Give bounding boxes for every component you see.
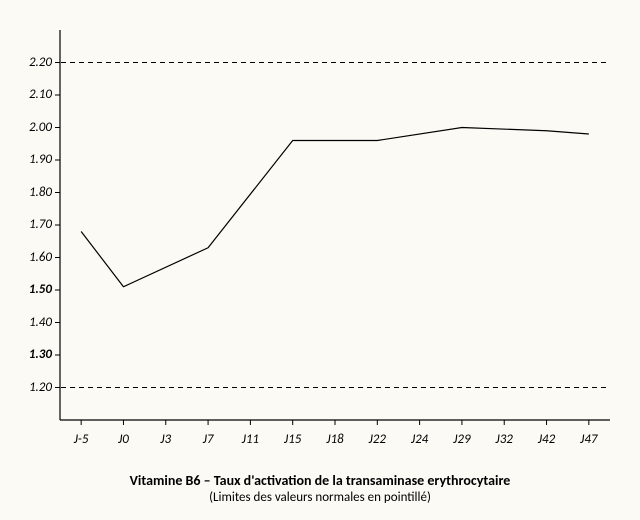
y-tick-label: 2.00 bbox=[12, 120, 52, 135]
y-tick-label: 1.50 bbox=[12, 282, 52, 297]
x-tick-label: J-5 bbox=[66, 432, 96, 447]
y-tick-label: 1.20 bbox=[12, 380, 52, 395]
x-tick-label: J24 bbox=[405, 432, 435, 447]
x-tick-label: J18 bbox=[320, 432, 350, 447]
y-tick-label: 2.10 bbox=[12, 87, 52, 102]
y-tick-label: 1.60 bbox=[12, 250, 52, 265]
y-tick-label: 1.40 bbox=[12, 315, 52, 330]
x-tick-label: J11 bbox=[235, 432, 265, 447]
chart-title: Vitamine B6 – Taux d'activation de la tr… bbox=[0, 472, 640, 489]
x-tick-label: J0 bbox=[108, 432, 138, 447]
x-tick-label: J22 bbox=[362, 432, 392, 447]
x-tick-label: J15 bbox=[278, 432, 308, 447]
chart-subtitle: (Limites des valeurs normales en pointil… bbox=[0, 490, 640, 505]
y-tick-label: 1.70 bbox=[12, 217, 52, 232]
x-tick-label: J32 bbox=[489, 432, 519, 447]
y-tick-label: 1.90 bbox=[12, 152, 52, 167]
x-tick-label: J47 bbox=[574, 432, 604, 447]
x-tick-label: J42 bbox=[532, 432, 562, 447]
y-tick-label: 1.80 bbox=[12, 185, 52, 200]
y-tick-label: 1.30 bbox=[12, 347, 52, 362]
x-tick-label: J29 bbox=[447, 432, 477, 447]
chart-container: 2.20 2.10 2.00 1.90 1.80 1.70 1.60 1.50 1.40 1.30… bbox=[0, 0, 640, 520]
y-tick-label: 2.20 bbox=[12, 55, 52, 70]
x-tick-label: J3 bbox=[151, 432, 181, 447]
x-tick-label: J7 bbox=[193, 432, 223, 447]
